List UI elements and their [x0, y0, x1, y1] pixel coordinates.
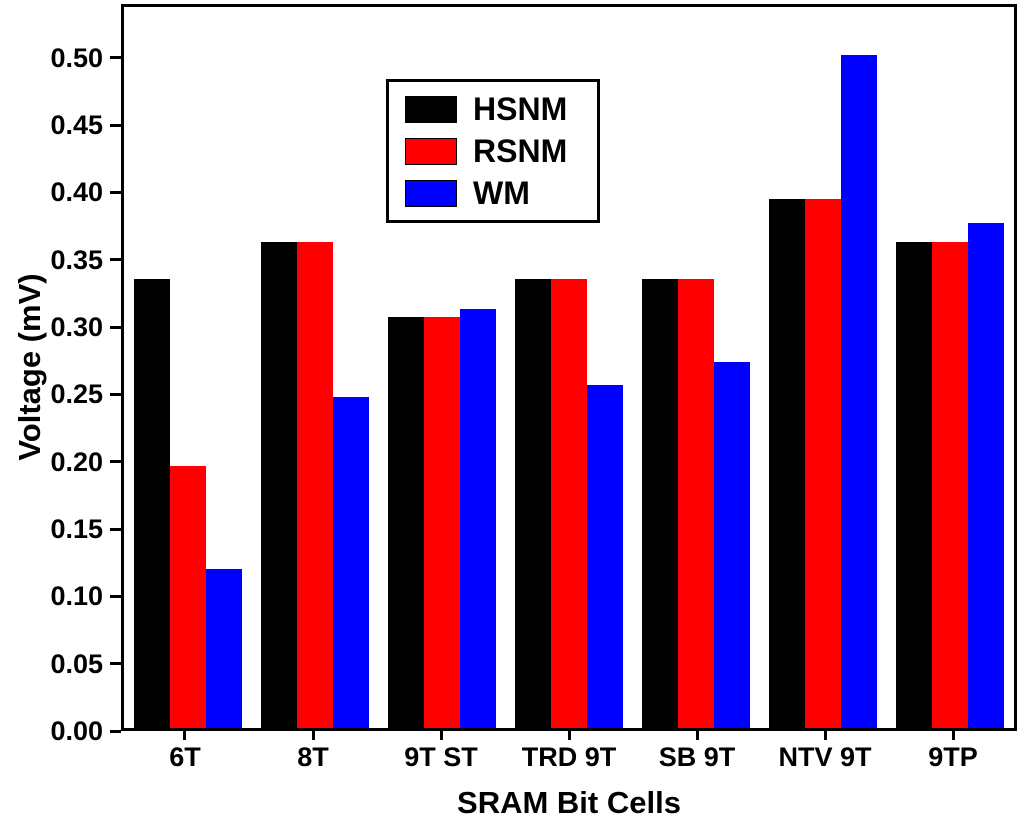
- bar-wm-9t-st: [459, 308, 496, 728]
- bar-rsnm-sb-9t: [678, 279, 715, 728]
- x-tick-label-9tp: 9TP: [928, 742, 978, 772]
- legend-entry-rsnm: RSNM: [405, 134, 567, 168]
- x-tick-label-trd-9t: TRD 9T: [521, 742, 617, 772]
- y-tick-label-0-00: 0.00: [50, 716, 103, 746]
- bar-wm-8t: [332, 396, 369, 728]
- bar-wm-6t: [205, 569, 242, 728]
- x-tick-mark-9t-st: [439, 731, 443, 740]
- y-tick-label-0-45: 0.45: [50, 110, 103, 141]
- x-tick-mark-6t: [183, 731, 187, 740]
- x-tick-mark-8t: [311, 731, 315, 740]
- bar-hsnm-ntv-9t: [769, 199, 806, 728]
- x-tick-mark-sb-9t: [695, 731, 699, 740]
- bar-group-trd-9t: [505, 7, 632, 728]
- x-axis: 6T 8T 9T ST TRD 9T SB 9T NTV 9T 9TP: [121, 731, 1017, 781]
- bar-group-9tp: [887, 7, 1014, 728]
- legend-entry-hsnm: HSNM: [405, 92, 567, 126]
- legend: HSNM RSNM WM: [386, 79, 601, 223]
- x-tick-label-ntv-9t: NTV 9T: [778, 742, 872, 772]
- legend-label-hsnm: HSNM: [473, 91, 568, 127]
- plot-area: HSNM RSNM WM: [121, 4, 1017, 731]
- y-tick-mark-0-20: [110, 460, 121, 464]
- y-tick-label-0-05: 0.05: [50, 648, 103, 679]
- bar-wm-9tp: [968, 223, 1005, 728]
- legend-swatch-hsnm: [405, 95, 457, 123]
- y-tick-mark-0-50: [110, 56, 121, 60]
- bar-group-9t-st: [378, 7, 505, 728]
- y-tick-mark-0-05: [110, 662, 121, 666]
- y-tick-mark-0-30: [110, 325, 121, 329]
- y-tick-label-0-10: 0.10: [50, 581, 103, 612]
- x-tick-label-sb-9t: SB 9T: [658, 742, 736, 772]
- bar-wm-trd-9t: [586, 384, 623, 728]
- bar-hsnm-9tp: [896, 242, 933, 728]
- bar-rsnm-8t: [296, 242, 333, 728]
- bar-hsnm-8t: [260, 242, 297, 728]
- bar-hsnm-6t: [133, 279, 170, 728]
- y-tick-mark-0-40: [110, 190, 121, 194]
- bar-group-8t: [251, 7, 378, 728]
- bar-rsnm-9t-st: [423, 316, 460, 728]
- bar-rsnm-ntv-9t: [805, 199, 842, 728]
- y-tick-label-0-25: 0.25: [50, 379, 103, 410]
- y-tick-label-0-15: 0.15: [50, 514, 103, 545]
- y-tick-label-0-35: 0.35: [50, 244, 103, 275]
- x-tick-label-9t-st: 9T ST: [404, 742, 478, 772]
- bar-hsnm-trd-9t: [514, 279, 551, 728]
- legend-swatch-rsnm: [405, 137, 457, 165]
- x-tick-label-8t: 8T: [297, 742, 329, 772]
- y-tick-mark-0-35: [110, 258, 121, 262]
- legend-label-wm: WM: [473, 175, 530, 211]
- legend-label-rsnm: RSNM: [473, 133, 568, 169]
- y-tick-label-0-30: 0.30: [50, 312, 103, 343]
- bar-group-6t: [124, 7, 251, 728]
- bar-hsnm-9t-st: [387, 316, 424, 728]
- y-tick-mark-0-10: [110, 594, 121, 598]
- legend-swatch-wm: [405, 179, 457, 207]
- bar-wm-sb-9t: [714, 362, 751, 728]
- bar-group-ntv-9t: [760, 7, 887, 728]
- y-tick-mark-0-25: [110, 392, 121, 396]
- x-tick-mark-trd-9t: [567, 731, 571, 740]
- bar-rsnm-trd-9t: [550, 279, 587, 728]
- x-axis-title: SRAM Bit Cells: [457, 785, 681, 820]
- bar-rsnm-9tp: [932, 242, 969, 728]
- x-tick-mark-ntv-9t: [823, 731, 827, 740]
- bar-rsnm-6t: [169, 466, 206, 728]
- x-tick-mark-9tp: [951, 731, 955, 740]
- bar-hsnm-sb-9t: [642, 279, 679, 728]
- legend-entry-wm: WM: [405, 176, 567, 210]
- y-tick-label-0-40: 0.40: [50, 177, 103, 208]
- y-tick-label-0-50: 0.50: [50, 42, 103, 73]
- y-tick-mark-0-15: [110, 527, 121, 531]
- y-tick-mark-0-00: [110, 729, 121, 733]
- y-tick-mark-0-45: [110, 123, 121, 127]
- y-axis: 0.00 0.05 0.10 0.15 0.20 0.25 0.30 0.35 0.40 0.45…: [0, 4, 121, 745]
- bar-group-sb-9t: [633, 7, 760, 728]
- bar-wm-ntv-9t: [841, 55, 878, 728]
- x-tick-label-6t: 6T: [169, 742, 201, 772]
- y-tick-label-0-20: 0.20: [50, 446, 103, 477]
